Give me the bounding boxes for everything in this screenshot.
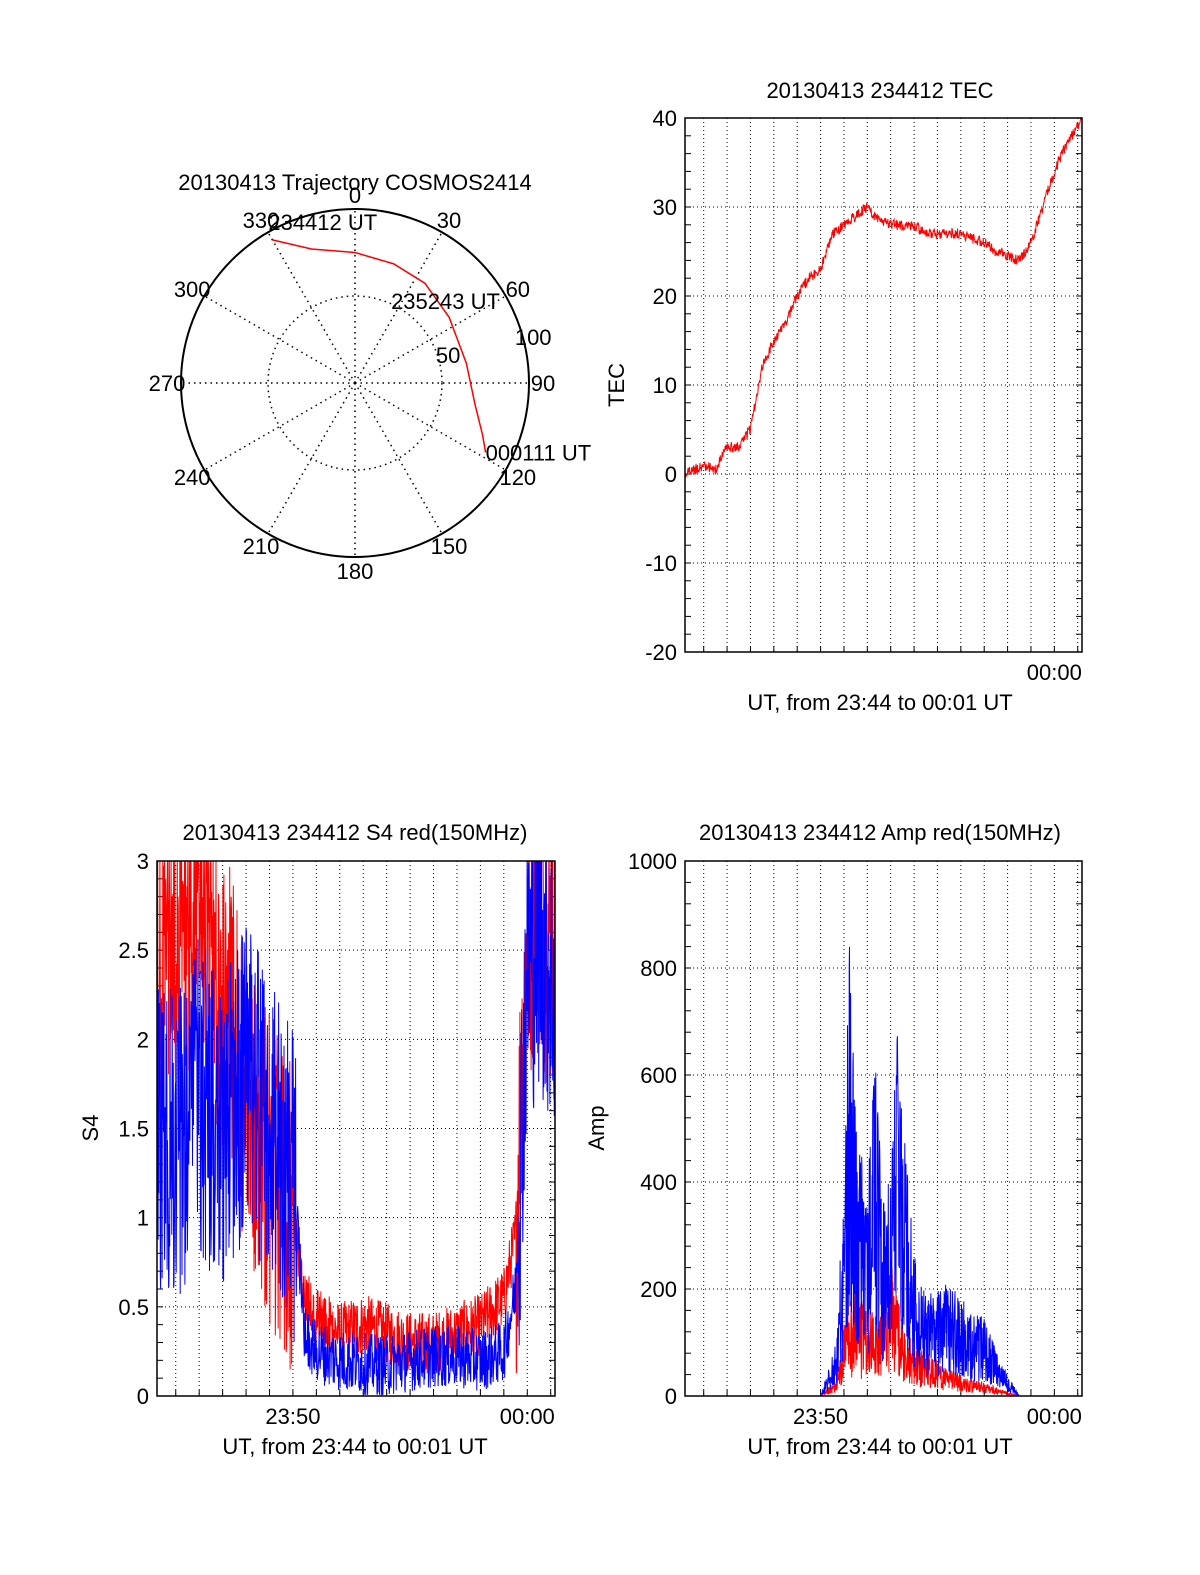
amp-panel: 20130413 234412 Amp red(150MHz) UT, from… [584, 820, 1083, 1459]
trajectory-title: 20130413 Trajectory COSMOS2414 [178, 170, 531, 195]
plot-frame [156, 860, 556, 1397]
trajectory-time-annotation: 235243 UT [391, 289, 500, 314]
polar-angle-label: 240 [174, 465, 211, 490]
s4-panel: 20130413 234412 S4 red(150MHz) UT, from … [78, 820, 556, 1459]
polar-spoke [354, 231, 443, 384]
y-tick-label: 800 [640, 956, 677, 981]
polar-angle-label: 90 [531, 371, 555, 396]
y-tick-label: -10 [645, 551, 677, 576]
y-tick-label: 400 [640, 1170, 677, 1195]
y-tick-label: 2 [137, 1027, 149, 1052]
tec-title: 20130413 234412 TEC [766, 78, 993, 103]
polar-angle-label: 210 [243, 534, 280, 559]
amp-xlabel: UT, from 23:44 to 00:01 UT [747, 1434, 1012, 1459]
y-tick-label: 0.5 [118, 1295, 149, 1320]
trajectory-time-annotation: 000111 UT [486, 440, 592, 465]
tec-plot-area: -20 -10 0 10 20 30 40 00:00 [645, 106, 1083, 685]
x-tick-label: 00:00 [500, 1404, 555, 1429]
tec-ylabel: TEC [604, 363, 629, 407]
s4-xlabel: UT, from 23:44 to 00:01 UT [222, 1434, 487, 1459]
tec-xlabel: UT, from 23:44 to 00:01 UT [747, 690, 1012, 715]
y-tick-label: 40 [653, 106, 677, 131]
polar-grid [180, 208, 530, 558]
polar-angle-label: 30 [437, 208, 461, 233]
x-tick-label: 23:50 [793, 1404, 848, 1429]
y-tick-label: 30 [653, 195, 677, 220]
polar-ring-label: 50 [436, 343, 460, 368]
amp-ylabel: Amp [584, 1105, 609, 1150]
trajectory-track [272, 239, 487, 453]
polar-spoke [267, 382, 356, 535]
plot-frame [684, 117, 1083, 653]
polar-spoke [203, 382, 356, 471]
polar-angle-label: 300 [174, 277, 211, 302]
trajectory-polar-panel: 20130413 Trajectory COSMOS2414 0 30 60 90 12… [149, 170, 592, 584]
series-line [684, 116, 1083, 479]
tec-panel: 20130413 234412 TEC UT, from 23:44 to 00… [604, 78, 1083, 715]
x-tick-label: 00:00 [1027, 1404, 1082, 1429]
polar-spoke [203, 295, 356, 384]
y-tick-label: 0 [137, 1384, 149, 1409]
polar-ring-label: 100 [515, 325, 552, 350]
polar-angle-label: 120 [499, 465, 536, 490]
plot-frame [684, 860, 1083, 1397]
polar-spoke [267, 231, 356, 384]
polar-labels: 0 30 60 90 120 150 180 210 240 270 300 330 50 100 2344… [149, 183, 592, 584]
y-tick-label: 20 [653, 284, 677, 309]
y-tick-label: 1.5 [118, 1117, 149, 1142]
y-tick-label: -20 [645, 640, 677, 665]
y-tick-label: 1 [137, 1206, 149, 1231]
polar-spoke [354, 382, 507, 471]
polar-angle-label: 150 [431, 534, 468, 559]
series-line [156, 860, 556, 1396]
polar-spoke [354, 295, 507, 384]
series-line [156, 860, 556, 1374]
amp-plot-area: 0 200 400 600 800 1000 23:50 00:00 [628, 849, 1083, 1429]
y-tick-label: 0 [665, 1384, 677, 1409]
polar-angle-label: 330 [243, 208, 280, 233]
y-tick-label: 3 [137, 849, 149, 874]
y-tick-label: 0 [665, 462, 677, 487]
s4-plot-area: 0 0.5 1 1.5 2 2.5 3 23:50 00:00 [118, 849, 556, 1429]
y-tick-label: 600 [640, 1063, 677, 1088]
amp-title: 20130413 234412 Amp red(150MHz) [699, 820, 1061, 845]
y-tick-label: 10 [653, 373, 677, 398]
s4-title: 20130413 234412 S4 red(150MHz) [183, 820, 528, 845]
y-tick-label: 2.5 [118, 938, 149, 963]
polar-ring [267, 295, 443, 471]
x-tick-label: 00:00 [1027, 660, 1082, 685]
y-tick-label: 1000 [628, 849, 677, 874]
polar-outer-circle [180, 208, 530, 558]
y-tick-label: 200 [640, 1277, 677, 1302]
trajectory-line [272, 239, 487, 453]
polar-angle-label: 270 [149, 371, 186, 396]
x-tick-label: 23:50 [265, 1404, 320, 1429]
polar-spoke [354, 382, 443, 535]
polar-angle-label: 180 [337, 559, 374, 584]
polar-angle-label: 60 [506, 277, 530, 302]
s4-ylabel: S4 [78, 1115, 103, 1142]
trajectory-time-annotation: 234412 UT [268, 210, 377, 235]
polar-angle-label: 0 [349, 183, 361, 208]
